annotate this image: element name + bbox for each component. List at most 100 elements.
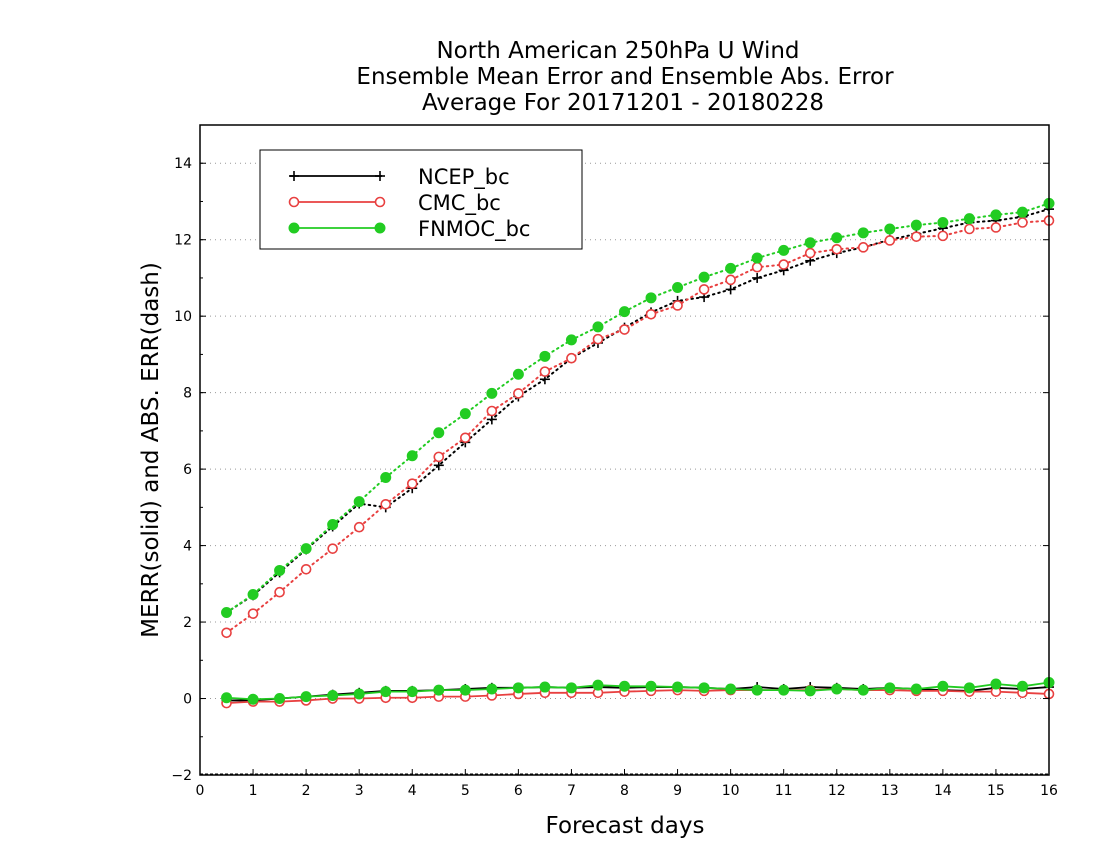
abs-err-point-FNMOC_bc-10 [486, 387, 498, 399]
merr-point-FNMOC_bc-0 [221, 692, 233, 704]
chart-title-line-1: North American 250hPa U Wind [436, 38, 799, 64]
abs-err-point-FNMOC_bc-21 [778, 244, 790, 256]
abs-err-point-CMC_bc-18 [698, 284, 710, 295]
merr-point-FNMOC_bc-22 [804, 685, 816, 697]
x-axis-label: Forecast days [546, 813, 705, 839]
x-tick-label-15: 15 [987, 783, 1005, 799]
merr-point-FNMOC_bc-26 [910, 683, 922, 695]
merr-point-FNMOC_bc-6 [380, 686, 392, 698]
abs-err-point-FNMOC_bc-6 [380, 472, 392, 484]
y-axis-label: MERR(solid) and ABS. ERR(dash) [138, 262, 164, 638]
abs-err-point-FNMOC_bc-16 [645, 292, 657, 304]
merr-point-FNMOC_bc-11 [512, 682, 524, 694]
abs-err-point-CMC_bc-1 [247, 608, 259, 619]
abs-err-point-CMC_bc-28 [964, 223, 975, 235]
abs-err-point-CMC_bc-11 [513, 388, 524, 399]
data-series [221, 197, 1055, 709]
merr-point-FNMOC_bc-24 [857, 684, 869, 696]
merr-point-FNMOC_bc-15 [619, 680, 630, 692]
x-tick-label-6: 6 [514, 783, 523, 799]
legend-marker-start-FNMOC_bc [288, 222, 300, 234]
abs-err-point-FNMOC_bc-28 [963, 213, 975, 225]
abs-err-point-FNMOC_bc-19 [725, 262, 737, 274]
x-tick-label-11: 11 [775, 783, 793, 799]
legend-entry-FNMOC_bc: FNMOC_bc [288, 217, 530, 242]
merr-point-FNMOC_bc-14 [592, 679, 604, 691]
abs-err-point-FNMOC_bc-17 [672, 282, 684, 293]
series-FNMOC_bc [221, 197, 1055, 705]
y-tick-label-7: 12 [174, 233, 192, 249]
abs-err-point-FNMOC_bc-24 [857, 227, 869, 239]
merr-point-FNMOC_bc-5 [353, 688, 365, 700]
abs-err-point-NCEP_bc-19 [725, 284, 736, 295]
abs-err-point-CMC_bc-0 [221, 627, 232, 639]
abs-err-line-CMC_bc [225, 219, 1050, 634]
abs-err-point-FNMOC_bc-25 [884, 223, 896, 235]
merr-point-FNMOC_bc-4 [327, 689, 339, 701]
x-tick-label-3: 3 [355, 783, 364, 799]
merr-point-FNMOC_bc-1 [247, 693, 259, 705]
legend-marker-start-CMC_bc [288, 196, 300, 208]
x-tick-label-12: 12 [828, 783, 846, 799]
abs-err-point-CMC_bc-21 [778, 259, 789, 270]
legend-marker-end-NCEP_bc [375, 171, 385, 181]
merr-point-FNMOC_bc-29 [990, 678, 1002, 690]
abs-err-point-CMC_bc-27 [937, 230, 949, 242]
abs-err-point-CMC_bc-17 [672, 300, 683, 311]
merr-line-CMC_bc [226, 688, 1050, 705]
x-tick-label-5: 5 [461, 783, 470, 799]
y-tick-label-6: 10 [174, 309, 192, 325]
legend-entry-CMC_bc: CMC_bc [288, 191, 501, 216]
abs-err-point-CMC_bc-3 [300, 563, 312, 575]
abs-err-point-FNMOC_bc-18 [698, 271, 710, 283]
abs-err-point-FNMOC_bc-27 [937, 217, 949, 228]
merr-point-FNMOC_bc-19 [725, 683, 737, 695]
abs-err-point-CMC_bc-12 [539, 366, 551, 377]
abs-err-line-FNMOC_bc [225, 202, 1050, 614]
legend-box [259, 149, 583, 250]
merr-point-FNMOC_bc-13 [565, 682, 577, 694]
legend-marker-end-CMC_bc [374, 196, 386, 208]
abs-err-point-CMC_bc-22 [804, 247, 816, 259]
abs-err-point-CMC_bc-25 [884, 235, 896, 246]
abs-err-point-FNMOC_bc-4 [327, 519, 339, 531]
abs-err-point-CMC_bc-26 [911, 231, 922, 242]
merr-point-FNMOC_bc-17 [672, 681, 684, 693]
merr-point-FNMOC_bc-8 [433, 684, 445, 696]
abs-err-point-CMC_bc-23 [831, 243, 843, 255]
y-tick-label-5: 8 [183, 386, 192, 402]
abs-err-point-FNMOC_bc-13 [565, 334, 577, 346]
merr-point-FNMOC_bc-2 [274, 693, 286, 705]
abs-err-point-CMC_bc-29 [990, 222, 1002, 233]
abs-err-point-FNMOC_bc-22 [804, 237, 816, 249]
y-tick-label-1: 0 [183, 692, 192, 708]
x-tick-label-13: 13 [881, 783, 899, 799]
merr-point-FNMOC_bc-12 [539, 681, 551, 693]
x-tick-label-16: 16 [1040, 783, 1058, 799]
abs-err-point-CMC_bc-16 [645, 308, 657, 320]
merr-point-FNMOC_bc-3 [300, 691, 312, 703]
chart-title: North American 250hPa U Wind Ensemble Me… [356, 38, 894, 116]
abs-err-point-FNMOC_bc-14 [592, 321, 604, 333]
abs-err-point-FNMOC_bc-11 [512, 368, 524, 380]
abs-err-point-FNMOC_bc-2 [274, 564, 286, 576]
abs-err-point-FNMOC_bc-15 [619, 306, 630, 318]
x-tick-label-1: 1 [249, 783, 258, 799]
abs-err-point-CMC_bc-30 [1017, 217, 1028, 228]
abs-err-point-FNMOC_bc-5 [353, 496, 365, 508]
abs-err-point-FNMOC_bc-0 [221, 607, 233, 618]
x-tick-label-0: 0 [196, 783, 205, 799]
y-tick-label-8: 14 [174, 156, 192, 172]
merr-point-FNMOC_bc-30 [1016, 680, 1028, 692]
chart-title-line-3: Average For 20171201 - 20180228 [422, 90, 824, 116]
abs-err-point-FNMOC_bc-8 [433, 427, 445, 439]
abs-err-point-CMC_bc-10 [486, 405, 498, 417]
merr-point-FNMOC_bc-23 [831, 683, 843, 695]
abs-err-point-CMC_bc-7 [406, 478, 418, 489]
abs-err-point-CMC_bc-4 [327, 543, 338, 554]
abs-err-point-NCEP_bc-20 [752, 272, 763, 283]
abs-err-point-CMC_bc-20 [751, 261, 763, 273]
